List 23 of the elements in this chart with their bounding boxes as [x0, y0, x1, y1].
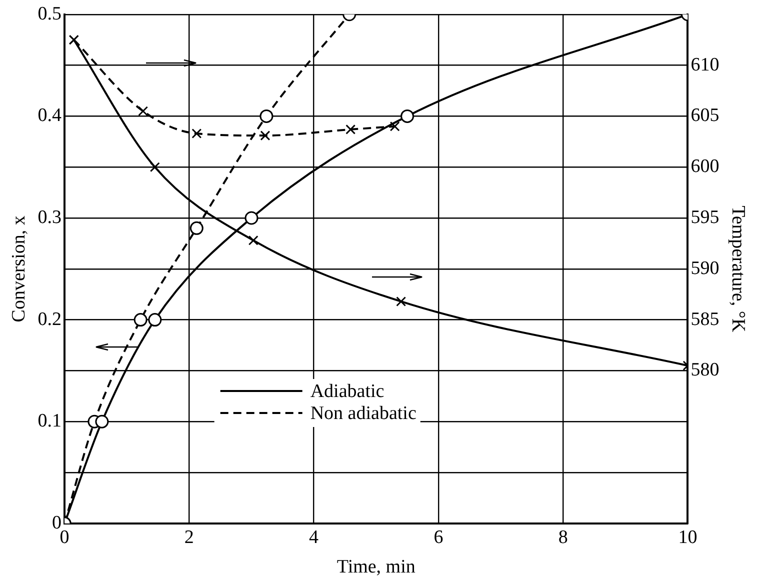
y2-tick-label: 600 — [690, 156, 720, 178]
y-tick-label: 0.4 — [38, 105, 62, 126]
y2-tick-label: 580 — [690, 360, 720, 381]
x-tick-label: 8 — [558, 526, 568, 548]
y2-tick-label: 590 — [690, 258, 720, 279]
x-tick-label: 10 — [678, 526, 698, 548]
y2-axis-title: Temperature, °K — [728, 206, 749, 332]
x-tick-label: 4 — [309, 526, 320, 548]
x-tick-label: 6 — [434, 526, 444, 548]
y-tick-label: 0 — [52, 512, 62, 534]
legend-label: Non adiabatic — [310, 403, 416, 424]
y2-tick-label: 605 — [690, 105, 720, 126]
y2-tick-label: 585 — [690, 308, 720, 330]
x-axis-title: Time, min — [336, 556, 416, 578]
legend-label: Adiabatic — [310, 381, 384, 402]
y-tick-label: 0.5 — [38, 3, 62, 24]
y-tick-label: 0.2 — [38, 308, 62, 330]
y2-tick-label: 595 — [690, 206, 720, 228]
y-tick-label: 0.3 — [38, 206, 62, 228]
y-tick-label: 0.1 — [38, 410, 62, 432]
y2-tick-label: 610 — [690, 54, 720, 76]
y-axis-title: Conversion, x — [8, 215, 30, 322]
x-tick-label: 2 — [184, 526, 194, 548]
